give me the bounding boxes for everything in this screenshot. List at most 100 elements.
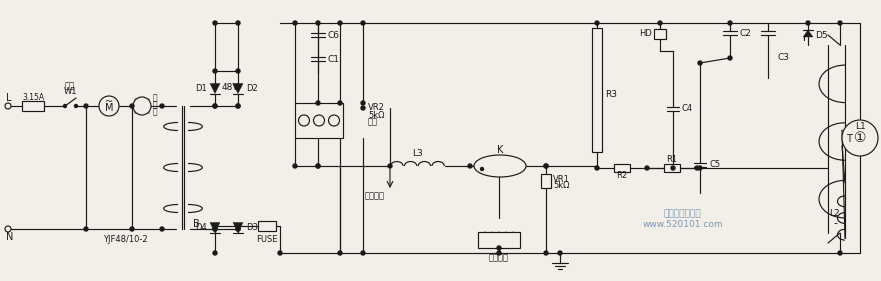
Circle shape [236,227,240,231]
Circle shape [838,251,842,255]
Circle shape [361,251,365,255]
Circle shape [63,105,66,108]
Circle shape [293,21,297,25]
Circle shape [316,164,320,168]
Circle shape [130,104,134,108]
Circle shape [133,97,151,115]
Text: 灯: 灯 [152,108,158,117]
Circle shape [497,246,501,250]
Circle shape [5,226,11,232]
Bar [654,29,666,39]
Text: HD: HD [639,30,652,38]
Circle shape [236,104,240,108]
Circle shape [388,164,392,168]
Text: L: L [6,93,11,103]
Circle shape [595,21,599,25]
Circle shape [84,227,88,231]
Text: 水位开关: 水位开关 [489,253,509,262]
Circle shape [338,101,342,105]
Text: -: - [833,218,837,228]
Circle shape [130,227,134,231]
Text: N: N [6,232,13,242]
Polygon shape [233,223,243,232]
Circle shape [728,56,732,60]
Circle shape [213,227,217,231]
Text: YJF48/10-2: YJF48/10-2 [103,235,147,244]
Text: 家电维修资料网
www.520101.com: 家电维修资料网 www.520101.com [642,209,723,229]
Polygon shape [233,83,243,94]
Circle shape [160,227,164,231]
Text: D5: D5 [815,31,827,40]
Circle shape [236,227,240,231]
Circle shape [5,103,11,109]
Circle shape [213,104,217,108]
Circle shape [361,101,365,105]
Circle shape [213,224,217,228]
Text: 至控制器: 至控制器 [365,191,385,201]
Circle shape [316,101,320,105]
Circle shape [806,21,810,25]
Circle shape [316,164,320,168]
Circle shape [544,251,548,255]
Text: 5kΩ: 5kΩ [553,182,569,191]
Circle shape [213,227,217,231]
Text: ~: ~ [105,97,113,107]
Text: T: T [846,134,852,144]
Bar [22,101,44,111]
Text: 外置: 外置 [368,117,378,126]
Circle shape [213,69,217,73]
Circle shape [84,104,88,108]
Text: C4: C4 [682,104,693,113]
Text: C3: C3 [777,53,789,62]
Circle shape [278,251,282,255]
Circle shape [236,69,240,73]
Text: C6: C6 [328,31,340,40]
Circle shape [99,96,119,116]
Text: VR2: VR2 [368,103,385,112]
Circle shape [468,164,472,168]
Bar [614,164,630,172]
Circle shape [497,251,501,255]
Circle shape [645,166,649,170]
Circle shape [595,166,599,170]
Text: W1: W1 [63,87,77,96]
Circle shape [316,21,320,25]
Circle shape [299,115,309,126]
Circle shape [728,21,732,25]
Text: B: B [193,219,200,229]
Bar [258,221,276,231]
Circle shape [236,21,240,25]
Circle shape [236,104,240,108]
Text: VR1: VR1 [553,175,570,183]
Circle shape [75,105,78,108]
Text: D2: D2 [246,84,258,93]
Bar [478,232,520,248]
Circle shape [293,164,297,168]
Circle shape [544,164,548,168]
Circle shape [361,21,365,25]
Text: ①: ① [854,131,866,145]
Circle shape [329,115,339,126]
Bar [295,103,343,138]
Bar [664,164,680,172]
Circle shape [314,115,324,126]
Circle shape [558,251,562,255]
Circle shape [671,166,675,170]
Circle shape [698,166,702,170]
Text: C2: C2 [739,28,751,37]
Circle shape [698,61,702,65]
Polygon shape [210,223,220,232]
Polygon shape [210,83,220,94]
Text: 5kΩ: 5kΩ [368,110,384,119]
Text: D1: D1 [196,84,207,93]
Text: D4: D4 [196,223,207,232]
Text: 外置: 外置 [65,81,75,90]
Circle shape [213,104,217,108]
Circle shape [213,21,217,25]
Bar [592,28,602,152]
Bar [541,174,551,188]
Circle shape [213,251,217,255]
Text: FUSE: FUSE [256,235,278,244]
Text: L3: L3 [412,148,423,157]
Text: C1: C1 [328,55,340,64]
